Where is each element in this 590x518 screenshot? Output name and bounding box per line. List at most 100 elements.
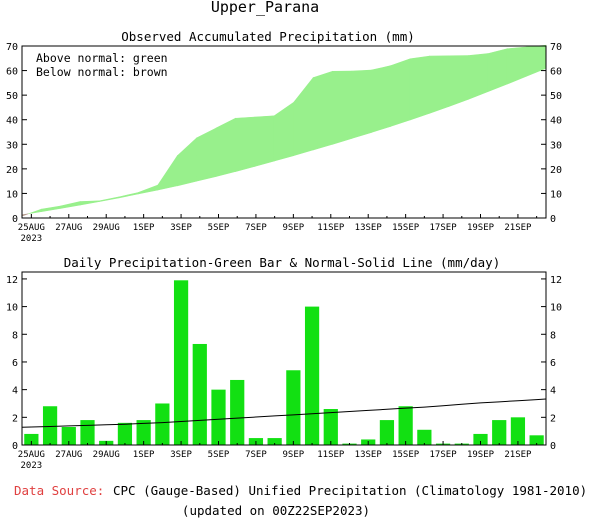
daily-ytick-label-right: 10 [550,303,562,314]
daily-xtick-label: 27AUG [55,450,82,460]
daily-normal-line [21,398,547,428]
accumulated-plot-frame [21,45,547,219]
acc-ytick-label-right: 60 [550,67,562,78]
acc-ytick-label-left: 20 [6,165,18,176]
above-normal-area [60,201,81,209]
daily-ytick-label-right: 0 [550,441,556,452]
daily-bar [510,417,526,445]
acc-xtick-label: 25AUG [18,223,45,233]
above-normal-area [506,46,527,85]
above-normal-area [273,101,295,162]
acc-ytick-label-right: 30 [550,140,562,151]
legend-below-normal: Below normal: brown [36,65,168,79]
daily-bar [211,389,226,445]
acc-xtick-year: 2023 [21,234,43,244]
acc-ytick-label-left: 40 [6,116,18,127]
above-normal-area [235,116,256,172]
above-normal-area [409,55,430,121]
daily-ytick-label-left: 10 [6,303,18,314]
acc-ytick-label-right: 50 [550,91,562,102]
acc-ytick-label-left: 10 [6,189,18,200]
acc-ytick-label-right: 40 [550,116,562,127]
daily-ytick-label-right: 12 [550,275,562,286]
daily-xtick-label: 5SEP [208,450,230,460]
daily-bar [379,420,395,445]
daily-xtick-label: 25AUG [18,450,45,460]
above-normal-area [448,55,469,107]
daily-bar [173,280,189,445]
acc-xtick-label: 5SEP [208,223,230,233]
daily-ytick-label-left: 6 [12,358,18,369]
daily-bar [230,379,245,445]
daily-bar [117,422,133,445]
acc-xtick-label: 27AUG [55,223,82,233]
above-normal-area [468,53,489,100]
above-normal-area [526,44,547,77]
updated-timestamp: (updated on 00Z22SEP2023) [182,503,370,518]
daily-ytick-label-left: 8 [12,330,18,341]
daily-bar [492,420,507,445]
accumulated-areas [21,44,547,217]
acc-ytick-label-left: 60 [6,67,18,78]
daily-bar [323,409,338,445]
acc-xtick-label: 29AUG [93,223,120,233]
above-normal-area [487,48,508,93]
daily-bar [61,427,76,445]
legend-above-normal: Above normal: green [36,51,168,65]
daily-bar [398,406,413,445]
acc-xtick-label: 3SEP [170,223,192,233]
above-normal-area [196,127,217,182]
daily-xtick-label: 29AUG [93,450,120,460]
acc-xtick-label: 9SEP [283,223,305,233]
above-normal-area [215,117,236,177]
above-normal-area [254,115,275,167]
acc-xtick-label: 21SEP [504,223,532,233]
acc-ytick-label-left: 30 [6,140,18,151]
above-normal-area [157,154,178,191]
daily-chart-title: Daily Precipitation-Green Bar & Normal-S… [64,255,501,270]
accumulated-axes: 0 0 10 10 20 20 30 30 40 40 50 50 60 60 70 70 25AUG 27AUG… [6,42,562,244]
daily-xtick-label: 3SEP [170,450,192,460]
daily-xtick-label: 1SEP [133,450,155,460]
data-source-label: Data Source: [14,483,104,498]
above-normal-area [429,55,450,114]
above-normal-area [138,184,159,195]
daily-xtick-label: 9SEP [283,450,305,460]
daily-bar [24,433,39,445]
accumulated-chart: Observed Accumulated Precipitation (mm) … [6,29,562,244]
daily-bar [80,420,95,445]
daily-xtick-label: 13SEP [355,450,383,460]
above-normal-area [28,208,42,215]
daily-bar [304,306,320,445]
daily-xtick-label: 7SEP [245,450,267,460]
above-normal-area [390,58,411,127]
acc-ytick-label-right: 20 [550,165,562,176]
acc-ytick-label-right: 70 [550,42,562,53]
daily-ytick-label-right: 2 [550,413,556,424]
above-normal-area [41,205,62,212]
above-normal-area [371,65,392,133]
daily-xtick-label: 15SEP [392,450,420,460]
above-normal-area [312,70,333,151]
above-normal-area [351,69,372,139]
daily-ytick-label-right: 4 [550,386,556,397]
acc-ytick-label-left: 0 [12,214,18,225]
daily-bar [155,403,170,445]
above-normal-area [79,200,100,206]
above-normal-area [118,192,139,199]
above-normal-area [293,76,314,156]
acc-ytick-label-right: 0 [550,214,556,225]
daily-xtick-year: 2023 [21,461,43,471]
acc-xtick-label: 19SEP [467,223,495,233]
daily-axes: 0 0 2 2 4 4 6 6 8 8 10 10 12 12 25AUG 27AUG 29AUG 1SEP 3SE… [6,275,562,471]
page-title: Upper_Parana [211,0,319,16]
above-normal-area [99,196,120,202]
daily-bars [24,280,544,445]
daily-bar [286,370,301,445]
daily-bar [417,429,432,445]
daily-plot-frame [21,271,547,446]
daily-ytick-label-right: 8 [550,330,556,341]
daily-xtick-label: 21SEP [504,450,532,460]
acc-xtick-label: 7SEP [245,223,267,233]
